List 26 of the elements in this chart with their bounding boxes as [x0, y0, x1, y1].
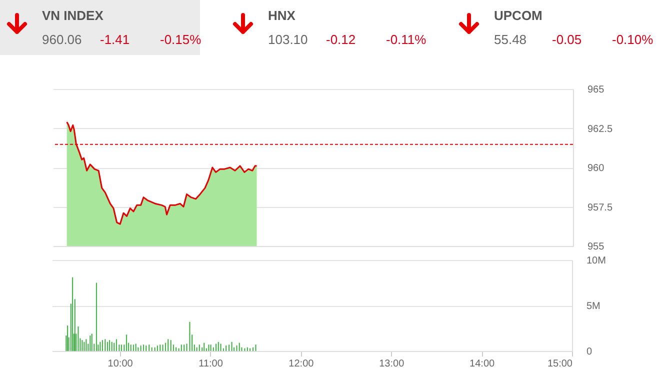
text: -0.15% — [160, 32, 202, 47]
text: 55.48 — [494, 32, 527, 47]
x-tick-label: 14:00 — [470, 358, 496, 370]
text: HNX — [268, 8, 296, 23]
x-tick-label: 11:00 — [198, 358, 224, 370]
y-tick-label: 962.5 — [588, 124, 613, 135]
x-tick-label: 15:00 — [547, 358, 573, 370]
y-tick-label: 5M — [586, 301, 600, 312]
text: -0.11% — [386, 32, 426, 47]
text: 103.10 — [268, 32, 308, 47]
text: VN INDEX — [42, 8, 104, 23]
text: -1.41 — [100, 32, 130, 47]
y-tick-label: 965 — [588, 84, 605, 96]
y-tick-label: 960 — [588, 163, 605, 174]
y-tick-label: 0 — [586, 346, 592, 358]
y-tick-label: 955 — [588, 242, 605, 252]
text: -0.12 — [326, 32, 356, 47]
text: -0.05 — [552, 32, 582, 47]
y-tick-label: 957.5 — [588, 202, 613, 214]
x-tick-label: 10:00 — [108, 358, 134, 370]
x-tick-label: 13:00 — [379, 358, 405, 370]
y-tick-label: 10M — [586, 256, 606, 266]
text: -0.10% — [612, 32, 654, 47]
text: 960.06 — [42, 32, 82, 47]
text: UPCOM — [494, 8, 542, 23]
x-tick-label: 12:00 — [288, 358, 314, 370]
